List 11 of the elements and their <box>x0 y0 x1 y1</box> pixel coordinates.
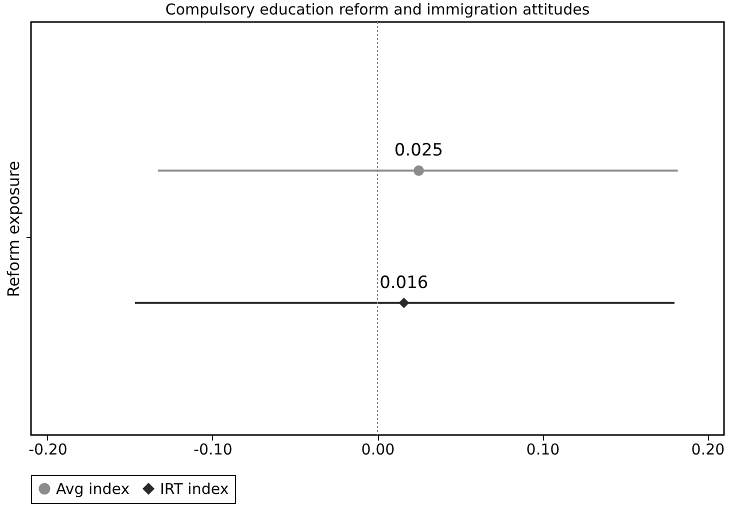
legend-label: IRT index <box>160 480 229 498</box>
y-axis-title: Reform exposure <box>4 160 23 298</box>
x-tick-label: -0.10 <box>194 440 232 458</box>
chart-title: Compulsory education reform and immigration attitudes <box>165 0 590 18</box>
x-tick-label: 0.00 <box>361 440 395 458</box>
x-tick-label: 0.10 <box>526 440 560 458</box>
data-label: 0.016 <box>380 272 428 293</box>
legend-label: Avg index <box>56 480 130 498</box>
x-tick-label: -0.20 <box>28 440 68 458</box>
data-label: 0.025 <box>394 140 444 161</box>
x-tick-label: 0.20 <box>691 440 725 458</box>
